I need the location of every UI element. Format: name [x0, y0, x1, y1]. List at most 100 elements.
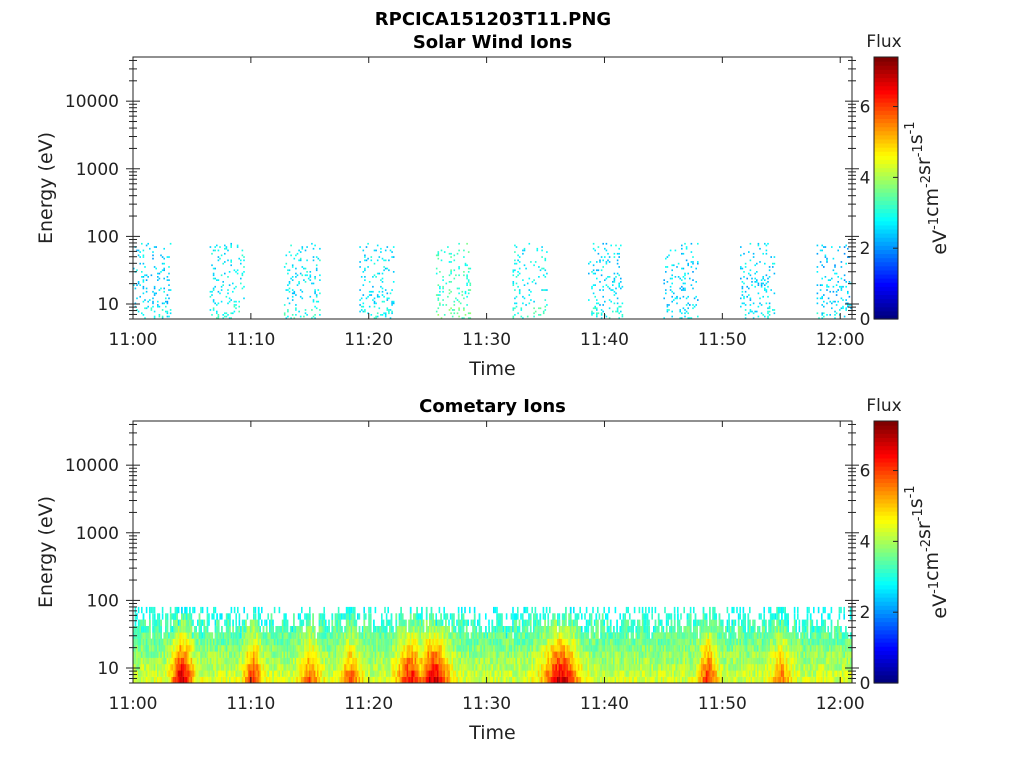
heatmap-cell — [673, 606, 676, 614]
heatmap-cell — [534, 638, 537, 646]
heatmap-cell — [601, 613, 604, 620]
heatmap-cell — [512, 281, 515, 283]
heatmap-cell — [389, 309, 392, 311]
heatmap-cell — [618, 312, 620, 315]
colorbar-swatch — [874, 208, 898, 214]
heatmap-cell — [462, 651, 465, 658]
heatmap-cell — [629, 638, 631, 646]
heatmap-cell — [557, 676, 559, 684]
heatmap-cell — [161, 676, 164, 684]
heatmap-cell — [182, 664, 185, 671]
heatmap-cell — [323, 645, 326, 652]
heatmap-cell — [257, 651, 260, 658]
heatmap-cell — [443, 664, 446, 671]
heatmap-cell — [337, 657, 340, 665]
heatmap-cell — [391, 310, 393, 313]
heatmap-cell — [141, 632, 143, 639]
heatmap-cell — [773, 312, 776, 315]
heatmap-cell — [414, 664, 417, 671]
heatmap-cell — [633, 619, 636, 626]
heatmap-cell — [829, 290, 831, 293]
heatmap-cell — [273, 632, 276, 639]
heatmap-cell — [243, 256, 245, 258]
heatmap-cell — [216, 304, 218, 306]
heatmap-cell — [630, 638, 633, 646]
heatmap-cell — [672, 645, 674, 652]
heatmap-cell — [569, 657, 572, 665]
heatmap-cell — [754, 277, 756, 280]
heatmap-cell — [513, 619, 516, 627]
heatmap-cell — [457, 613, 460, 620]
heatmap-cell — [181, 626, 183, 633]
heatmap-cell — [507, 651, 510, 658]
heatmap-cell — [217, 279, 220, 281]
heatmap-cell — [350, 670, 353, 677]
heatmap-cell — [285, 632, 287, 639]
heatmap-cell — [669, 676, 671, 684]
heatmap-cell — [424, 651, 426, 658]
heatmap-cell — [153, 645, 156, 652]
heatmap-cell — [584, 670, 586, 677]
heatmap-cell — [169, 664, 172, 671]
heatmap-cell — [599, 289, 601, 291]
heatmap-cell — [497, 645, 500, 652]
heatmap-cell — [523, 645, 526, 652]
heatmap-cell — [689, 317, 691, 319]
heatmap-cell — [286, 619, 289, 627]
heatmap-cell — [526, 670, 529, 677]
heatmap-cell — [678, 651, 681, 658]
heatmap-cell — [287, 269, 289, 272]
heatmap-cell — [684, 277, 686, 280]
heatmap-cell — [259, 664, 262, 671]
heatmap-cell — [386, 299, 389, 301]
heatmap-cell — [380, 279, 382, 281]
heatmap-cell — [427, 651, 430, 658]
heatmap-cell — [315, 676, 318, 684]
heatmap-cell — [645, 676, 647, 684]
heatmap-cell — [323, 651, 326, 658]
heatmap-cell — [557, 619, 559, 626]
heatmap-cell — [201, 638, 204, 646]
heatmap-cell — [365, 297, 368, 300]
heatmap-cell — [419, 670, 422, 677]
heatmap-cell — [344, 638, 346, 646]
heatmap-cell — [523, 247, 526, 250]
heatmap-cell — [624, 632, 626, 639]
colorbar-swatch — [874, 97, 898, 103]
heatmap-cell — [389, 626, 391, 633]
heatmap-cell — [269, 632, 271, 639]
heatmap-cell — [473, 664, 476, 671]
heatmap-cell — [278, 676, 281, 684]
heatmap-cell — [179, 670, 182, 677]
heatmap-cell — [195, 676, 198, 684]
heatmap-cell — [485, 657, 487, 665]
heatmap-cell — [147, 626, 150, 633]
heatmap-cell — [141, 645, 143, 652]
heatmap-cell — [141, 626, 143, 633]
heatmap-cell — [363, 638, 366, 646]
heatmap-cell — [296, 252, 299, 255]
heatmap-cell — [681, 267, 683, 270]
heatmap-cell — [537, 676, 540, 684]
heatmap-cell — [458, 292, 460, 295]
heatmap-cell — [690, 284, 693, 286]
heatmap-cell — [367, 257, 369, 260]
heatmap-cell — [376, 676, 378, 684]
x-tick-label: 11:50 — [698, 330, 747, 350]
heatmap-cell — [311, 317, 313, 319]
heatmap-cell — [379, 632, 382, 639]
heatmap-cell — [320, 626, 322, 633]
heatmap-cell — [529, 657, 532, 665]
heatmap-cell — [144, 670, 146, 677]
heatmap-cell — [165, 300, 167, 303]
heatmap-cell — [622, 626, 625, 633]
heatmap-cell — [659, 632, 662, 639]
heatmap-cell — [417, 676, 420, 684]
heatmap-cell — [615, 276, 617, 278]
heatmap-cell — [756, 281, 758, 283]
heatmap-cell — [217, 638, 220, 646]
heatmap-cell — [304, 267, 307, 270]
heatmap-cell — [193, 626, 196, 633]
heatmap-cell — [235, 613, 237, 620]
heatmap-cell — [139, 657, 142, 665]
